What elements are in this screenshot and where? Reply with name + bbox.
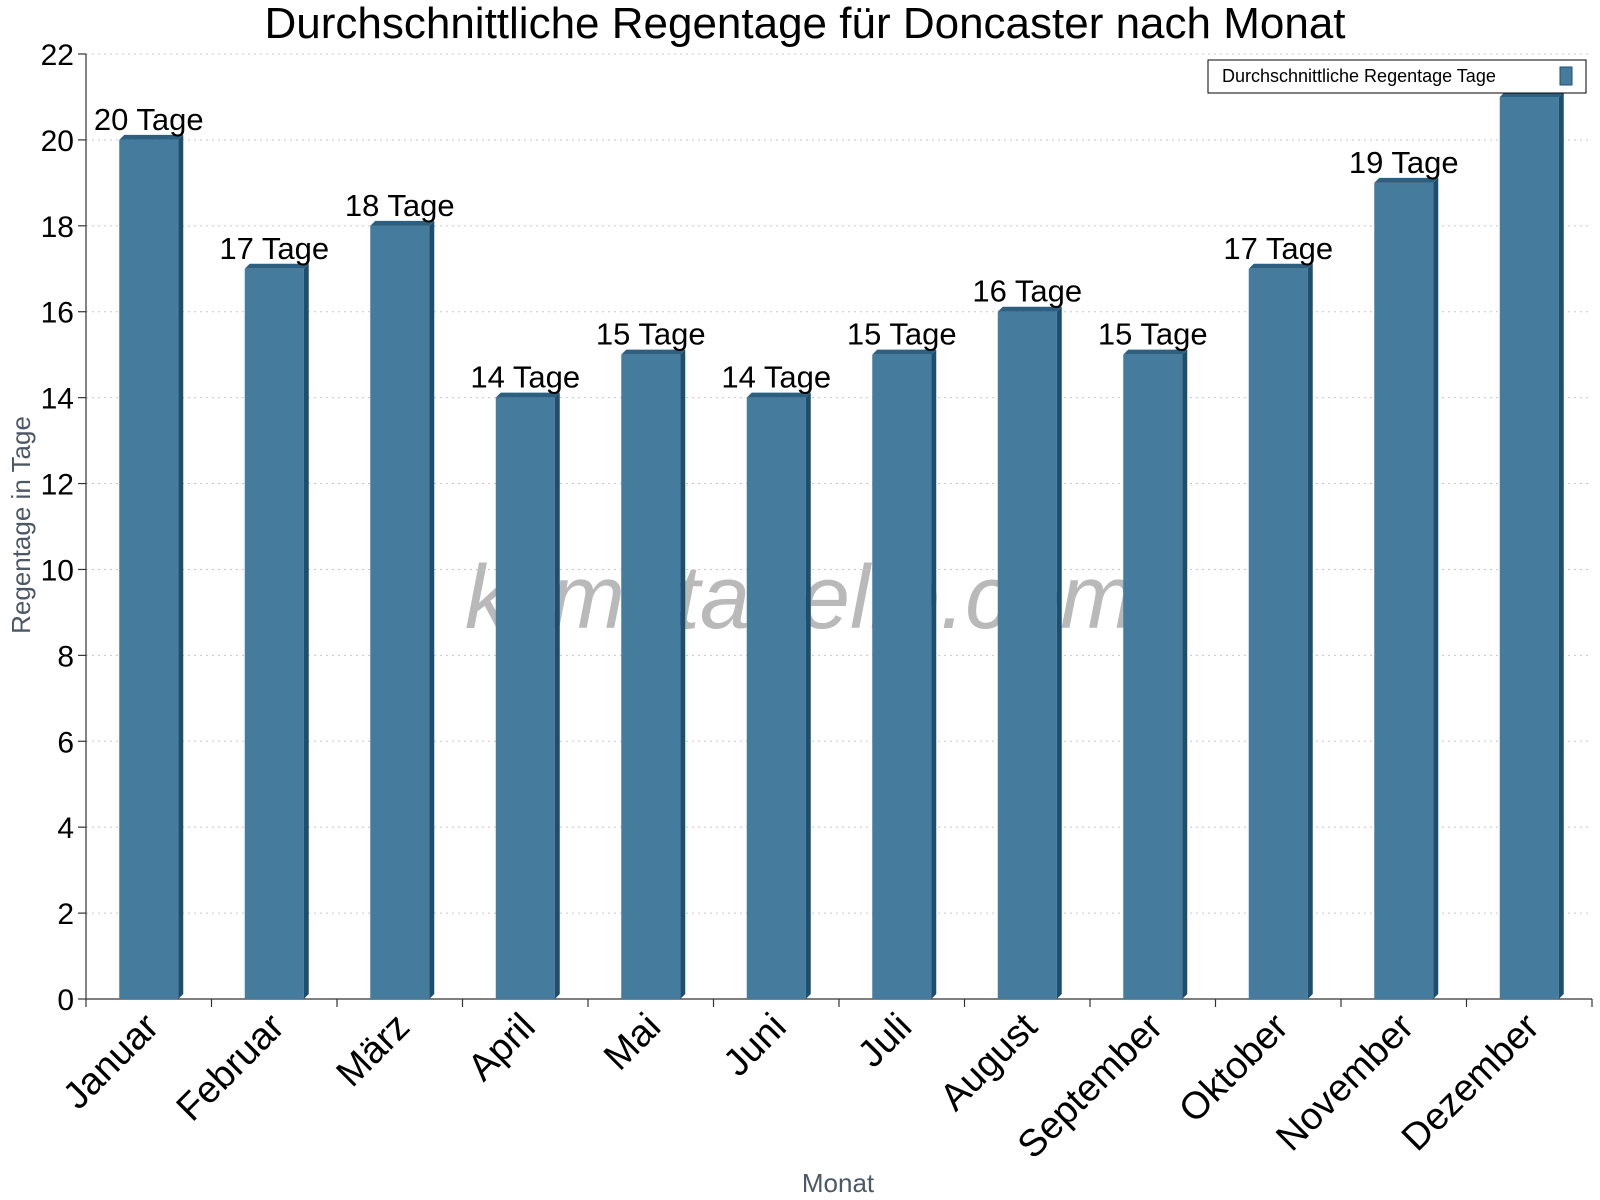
bar-front bbox=[621, 354, 681, 999]
y-tick-label: 22 bbox=[41, 39, 74, 72]
y-tick-label: 12 bbox=[41, 469, 74, 502]
y-tick-label: 18 bbox=[41, 211, 74, 244]
x-tick-label: Mai bbox=[596, 1006, 669, 1079]
bar bbox=[1123, 349, 1188, 999]
bar-side bbox=[1433, 177, 1439, 999]
x-tick-label: Juli bbox=[850, 1006, 920, 1076]
y-tick-label: 2 bbox=[57, 898, 74, 931]
bar-top bbox=[1248, 263, 1313, 269]
bar bbox=[872, 349, 937, 999]
x-tick-label: März bbox=[329, 1006, 418, 1095]
bar-side bbox=[303, 263, 309, 1000]
x-tick-label: Januar bbox=[55, 1005, 167, 1117]
bar-top bbox=[746, 392, 811, 398]
y-tick-label: 20 bbox=[41, 125, 74, 158]
bar bbox=[1499, 91, 1564, 1000]
bar-side bbox=[680, 349, 686, 999]
bar-top bbox=[1374, 177, 1439, 183]
y-tick-label: 14 bbox=[41, 383, 74, 416]
bar-front bbox=[1374, 182, 1434, 999]
x-tick-labels: Januar Februar März April Mai Juni Juli AugustS… bbox=[55, 1005, 1548, 1166]
bar bbox=[370, 220, 435, 999]
y-tick-label: 6 bbox=[57, 726, 74, 759]
y-tick-label: 0 bbox=[57, 984, 74, 1017]
bar-front bbox=[746, 397, 806, 999]
data-label: 15 Tage bbox=[1098, 317, 1208, 352]
bar-front bbox=[244, 268, 304, 1000]
bar-top bbox=[244, 263, 309, 269]
bar-side bbox=[1056, 306, 1062, 999]
x-tick-label: Juni bbox=[716, 1006, 795, 1085]
bar-side bbox=[178, 134, 184, 1000]
y-tick-label: 10 bbox=[41, 554, 74, 587]
data-label: 14 Tage bbox=[470, 360, 580, 395]
data-label: 15 Tage bbox=[596, 317, 706, 352]
chart-title: Durchschnittliche Regentage für Doncaste… bbox=[264, 0, 1345, 48]
bar bbox=[746, 392, 811, 999]
data-label: 16 Tage bbox=[972, 274, 1082, 309]
bar-side bbox=[805, 392, 811, 999]
bar-top bbox=[997, 306, 1062, 312]
data-label: 18 Tage bbox=[345, 188, 455, 223]
x-tick-label: Dezember bbox=[1394, 1005, 1548, 1159]
grid bbox=[86, 53, 1592, 914]
bar-top bbox=[495, 392, 560, 398]
y-tick-label: 8 bbox=[57, 640, 74, 673]
legend-box bbox=[1207, 59, 1587, 94]
bar-side bbox=[554, 392, 560, 999]
data-label: 17 Tage bbox=[219, 231, 329, 266]
data-labels: 20 Tage 17 Tage 18 Tage 14 Tage 15 Tage 14 Ta… bbox=[94, 102, 1459, 395]
y-tick-labels: 0 2 4 6 8 10 12 14 16 18 20 22 bbox=[41, 39, 74, 1017]
legend-swatch bbox=[1559, 66, 1573, 86]
y-axis-title: Regentage in Tage bbox=[6, 416, 36, 634]
bar-front bbox=[119, 139, 179, 1000]
bar bbox=[997, 306, 1062, 999]
bars bbox=[119, 91, 1564, 1000]
bar bbox=[119, 134, 184, 1000]
x-tick-label: Oktober bbox=[1171, 1005, 1297, 1131]
x-tick-label: Februar bbox=[169, 1005, 293, 1129]
x-tick-label: April bbox=[460, 1006, 543, 1089]
y-tick-label: 4 bbox=[57, 812, 74, 845]
legend-label: Durchschnittliche Regentage Tage bbox=[1222, 66, 1496, 86]
y-tick-label: 16 bbox=[41, 297, 74, 330]
bar-front bbox=[1123, 354, 1183, 999]
bar-front bbox=[370, 225, 430, 999]
data-label: 17 Tage bbox=[1223, 231, 1333, 266]
data-label: 20 Tage bbox=[94, 102, 204, 137]
bar-side bbox=[429, 220, 435, 999]
bar-front bbox=[997, 311, 1057, 999]
bar-front bbox=[1499, 96, 1559, 1000]
bar-top bbox=[370, 220, 435, 226]
bar bbox=[1248, 263, 1313, 1000]
bar-top bbox=[872, 349, 937, 355]
bar-side bbox=[1558, 91, 1564, 1000]
bar-side bbox=[1182, 349, 1188, 999]
bar-side bbox=[1307, 263, 1313, 1000]
bar bbox=[244, 263, 309, 1000]
bar-front bbox=[495, 397, 555, 999]
bar-top bbox=[1123, 349, 1188, 355]
data-label: 15 Tage bbox=[847, 317, 957, 352]
data-label: 19 Tage bbox=[1349, 145, 1459, 180]
bar-top bbox=[119, 134, 184, 140]
data-label: 14 Tage bbox=[721, 360, 831, 395]
legend[interactable]: Durchschnittliche Regentage Tage bbox=[1207, 59, 1587, 94]
x-tick-label: August bbox=[932, 1005, 1046, 1119]
bar bbox=[621, 349, 686, 999]
bar-front bbox=[1248, 268, 1308, 1000]
x-axis-title: Monat bbox=[802, 1168, 875, 1198]
axes bbox=[78, 53, 1593, 1007]
bar-top bbox=[621, 349, 686, 355]
bar-side bbox=[931, 349, 937, 999]
bar bbox=[1374, 177, 1439, 999]
bar-front bbox=[872, 354, 932, 999]
bar bbox=[495, 392, 560, 999]
